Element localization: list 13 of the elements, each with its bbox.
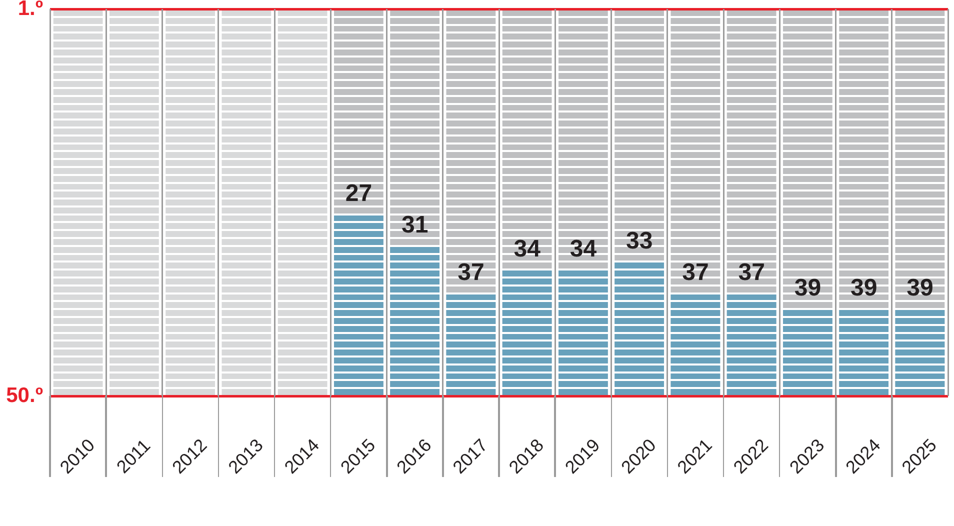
data-label: 39 <box>850 274 878 302</box>
data-label: 39 <box>906 274 934 302</box>
data-label: 37 <box>682 258 709 286</box>
data-label: 31 <box>401 212 428 239</box>
data-label: 39 <box>794 274 822 302</box>
data-label: 37 <box>458 258 484 286</box>
y-tick-label: 50.º <box>6 384 44 407</box>
data-label: 37 <box>738 258 765 286</box>
y-tick-label: 1.º <box>18 0 44 20</box>
data-label: 34 <box>570 235 598 262</box>
data-label: 34 <box>514 235 542 262</box>
data-label: 27 <box>345 180 372 207</box>
data-label: 33 <box>626 227 653 254</box>
